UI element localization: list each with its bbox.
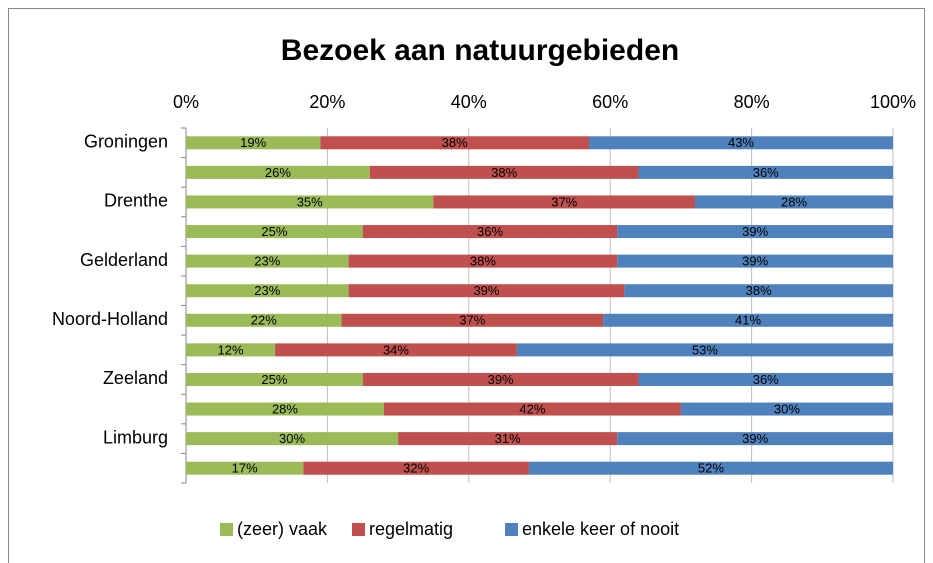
data-label: 36% <box>477 224 503 239</box>
bar-segment <box>528 461 893 475</box>
bar-segment <box>186 284 349 298</box>
legend-swatch <box>505 523 518 536</box>
x-tick-label: 40% <box>451 92 487 112</box>
bar-segment <box>398 432 618 446</box>
bar-segment <box>617 254 893 268</box>
bar-segment <box>186 195 434 209</box>
data-label: 34% <box>383 342 409 357</box>
data-label: 26% <box>265 165 291 180</box>
data-label: 38% <box>746 283 772 298</box>
legend-label: regelmatig <box>369 519 453 539</box>
y-tick-label: Zeeland <box>103 368 168 388</box>
data-label: 23% <box>254 254 280 269</box>
data-label: 35% <box>297 194 323 209</box>
x-tick-label: 80% <box>734 92 770 112</box>
bar-segment <box>516 343 893 357</box>
legend-swatch <box>352 523 365 536</box>
data-label: 38% <box>442 135 468 150</box>
data-label: 42% <box>519 401 545 416</box>
data-label: 41% <box>735 313 761 328</box>
data-label: 32% <box>403 461 429 476</box>
data-label: 37% <box>459 313 485 328</box>
data-label: 30% <box>279 431 305 446</box>
y-tick-label: Gelderland <box>80 250 168 270</box>
bar-segment <box>186 372 363 386</box>
bar-segment <box>624 284 893 298</box>
y-tick-label: Drenthe <box>104 191 168 211</box>
data-label: 28% <box>781 194 807 209</box>
y-tick-label: Limburg <box>103 427 168 447</box>
bar-segment <box>617 225 893 239</box>
bar-segment <box>341 313 604 327</box>
data-label: 12% <box>218 342 244 357</box>
bar-segment <box>186 165 370 179</box>
x-tick-label: 100% <box>870 92 916 112</box>
bar-segment <box>320 136 589 150</box>
bar-segment <box>383 402 681 416</box>
chart-title: Bezoek aan natuurgebieden <box>281 34 679 67</box>
legend-swatch <box>220 523 233 536</box>
bar-segment <box>186 343 276 357</box>
data-label: 38% <box>470 254 496 269</box>
data-label: 25% <box>261 224 287 239</box>
legend-label: enkele keer of nooit <box>522 519 679 539</box>
bar-segment <box>186 402 384 416</box>
data-label: 25% <box>261 372 287 387</box>
bar-segment <box>186 225 363 239</box>
bar-segment <box>186 254 349 268</box>
data-label: 36% <box>753 165 779 180</box>
data-label: 43% <box>728 135 754 150</box>
legend-label: (zeer) vaak <box>237 519 328 539</box>
bar-segment <box>695 195 893 209</box>
y-tick-label: Groningen <box>84 132 168 152</box>
y-tick-label: Noord-Holland <box>52 309 168 329</box>
data-label: 23% <box>254 283 280 298</box>
bar-segment <box>433 195 696 209</box>
data-label: 53% <box>692 342 718 357</box>
data-label: 22% <box>251 313 277 328</box>
data-label: 39% <box>488 372 514 387</box>
data-label: 19% <box>240 135 266 150</box>
bar-segment <box>369 165 639 179</box>
data-label: 31% <box>495 431 521 446</box>
bar-segment <box>603 313 893 327</box>
data-label: 39% <box>742 224 768 239</box>
data-label: 39% <box>473 283 499 298</box>
bar-segment <box>588 136 893 150</box>
bar-segment <box>617 432 893 446</box>
bar-segment <box>348 254 618 268</box>
data-label: 52% <box>698 461 724 476</box>
bar-segment <box>186 461 304 475</box>
data-label: 36% <box>753 372 779 387</box>
data-label: 38% <box>491 165 517 180</box>
data-label: 37% <box>551 194 577 209</box>
bar-segment <box>362 225 618 239</box>
data-label: 39% <box>742 431 768 446</box>
bar-segment <box>186 313 342 327</box>
bar-segment <box>348 284 625 298</box>
data-label: 39% <box>742 254 768 269</box>
data-label: 17% <box>232 461 258 476</box>
bar-segment <box>303 461 529 475</box>
x-tick-label: 20% <box>309 92 345 112</box>
bar-segment <box>638 165 893 179</box>
data-label: 28% <box>272 401 298 416</box>
bar-segment <box>680 402 893 416</box>
bar-segment <box>638 372 893 386</box>
bar-segment <box>362 372 639 386</box>
bar-segment <box>186 432 399 446</box>
x-tick-label: 0% <box>173 92 199 112</box>
bar-segment <box>275 343 517 357</box>
data-label: 30% <box>774 401 800 416</box>
x-tick-label: 60% <box>592 92 628 112</box>
bar-segment <box>186 136 321 150</box>
